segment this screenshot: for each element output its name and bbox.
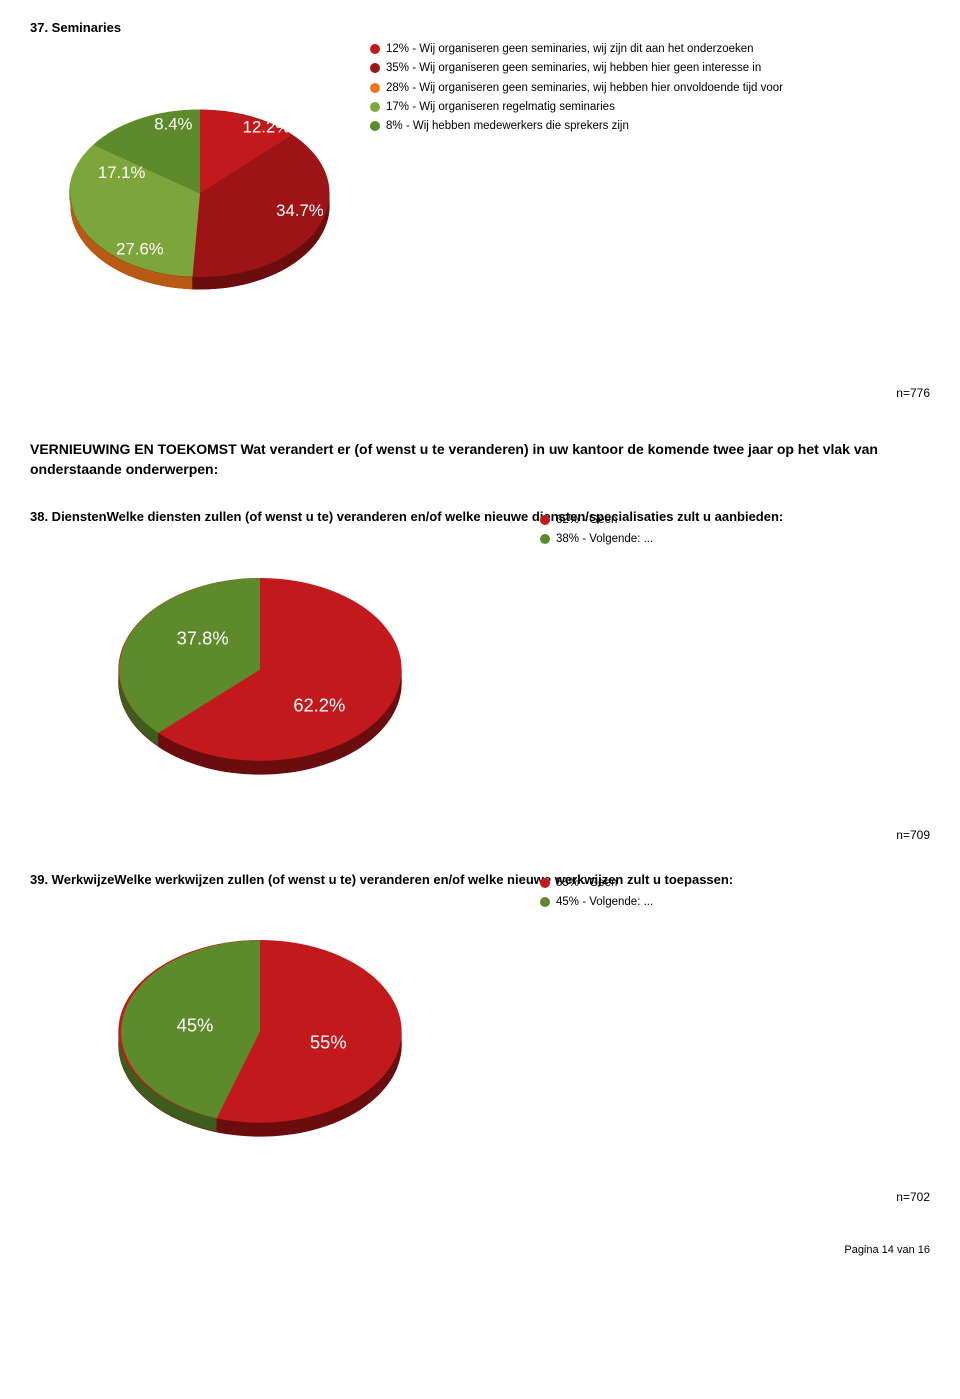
- q39-pie: 45% 55%: [90, 915, 430, 1165]
- q38-n: n=709: [30, 828, 930, 842]
- question-37-title: 37. Seminaries: [30, 20, 930, 35]
- legend-item: 45% - Volgende: ...: [540, 894, 930, 911]
- q39-label-s1: 55%: [310, 1032, 347, 1053]
- q39-label-s2: 45%: [177, 1015, 214, 1036]
- q39-legend: 55% - Geen 45% - Volgende: ...: [540, 875, 930, 912]
- q38-label-s2: 37.8%: [177, 627, 229, 648]
- legend-item: 12% - Wij organiseren geen seminaries, w…: [370, 41, 783, 58]
- q37-pie: 12.2% 34.7% 27.6% 17.1% 8.4%: [30, 41, 370, 361]
- q39-pie-wrap: 45% 55%: [90, 915, 430, 1170]
- swatch-icon: [540, 534, 550, 544]
- q37-legend: 12% - Wij organiseren geen seminaries, w…: [370, 41, 783, 137]
- q37-label-s5: 8.4%: [154, 114, 192, 133]
- legend-item: 55% - Geen: [540, 875, 930, 892]
- q38-pie: 37.8% 62.2%: [90, 553, 430, 803]
- q39-n: n=702: [30, 1190, 930, 1204]
- swatch-icon: [370, 83, 380, 93]
- q37-block: 12.2% 34.7% 27.6% 17.1% 8.4% 12% - Wij o…: [30, 41, 930, 366]
- q38-label-s1: 62.2%: [293, 694, 345, 715]
- legend-text: 35% - Wij organiseren geen seminaries, w…: [386, 60, 761, 77]
- legend-text: 12% - Wij organiseren geen seminaries, w…: [386, 41, 754, 58]
- q37-n: n=776: [30, 386, 930, 400]
- legend-text: 55% - Geen: [556, 875, 617, 892]
- swatch-icon: [370, 44, 380, 54]
- legend-item: 35% - Wij organiseren geen seminaries, w…: [370, 60, 783, 77]
- q37-label-s4: 17.1%: [98, 163, 146, 182]
- legend-item: 38% - Volgende: ...: [540, 531, 930, 548]
- q37-pie-wrap: 12.2% 34.7% 27.6% 17.1% 8.4%: [30, 41, 370, 366]
- legend-text: 28% - Wij organiseren geen seminaries, w…: [386, 80, 783, 97]
- q37-label-s2: 34.7%: [276, 201, 324, 220]
- q37-label-s3: 27.6%: [116, 239, 164, 258]
- legend-text: 38% - Volgende: ...: [556, 531, 653, 548]
- swatch-icon: [540, 878, 550, 888]
- legend-item: 17% - Wij organiseren regelmatig seminar…: [370, 99, 783, 116]
- legend-text: 62% - Geen: [556, 512, 617, 529]
- q38-pie-wrap: 37.8% 62.2%: [90, 553, 430, 808]
- legend-text: 45% - Volgende: ...: [556, 894, 653, 911]
- q37-label-s1: 12.2%: [243, 117, 291, 136]
- swatch-icon: [370, 121, 380, 131]
- legend-item: 8% - Wij hebben medewerkers die sprekers…: [370, 118, 783, 135]
- legend-text: 17% - Wij organiseren regelmatig seminar…: [386, 99, 615, 116]
- legend-text: 8% - Wij hebben medewerkers die sprekers…: [386, 118, 629, 135]
- swatch-icon: [540, 897, 550, 907]
- swatch-icon: [370, 63, 380, 73]
- page-footer: Pagina 14 van 16: [30, 1244, 930, 1256]
- swatch-icon: [370, 102, 380, 112]
- legend-item: 28% - Wij organiseren geen seminaries, w…: [370, 80, 783, 97]
- section-heading: VERNIEUWING EN TOEKOMST Wat verandert er…: [30, 440, 930, 479]
